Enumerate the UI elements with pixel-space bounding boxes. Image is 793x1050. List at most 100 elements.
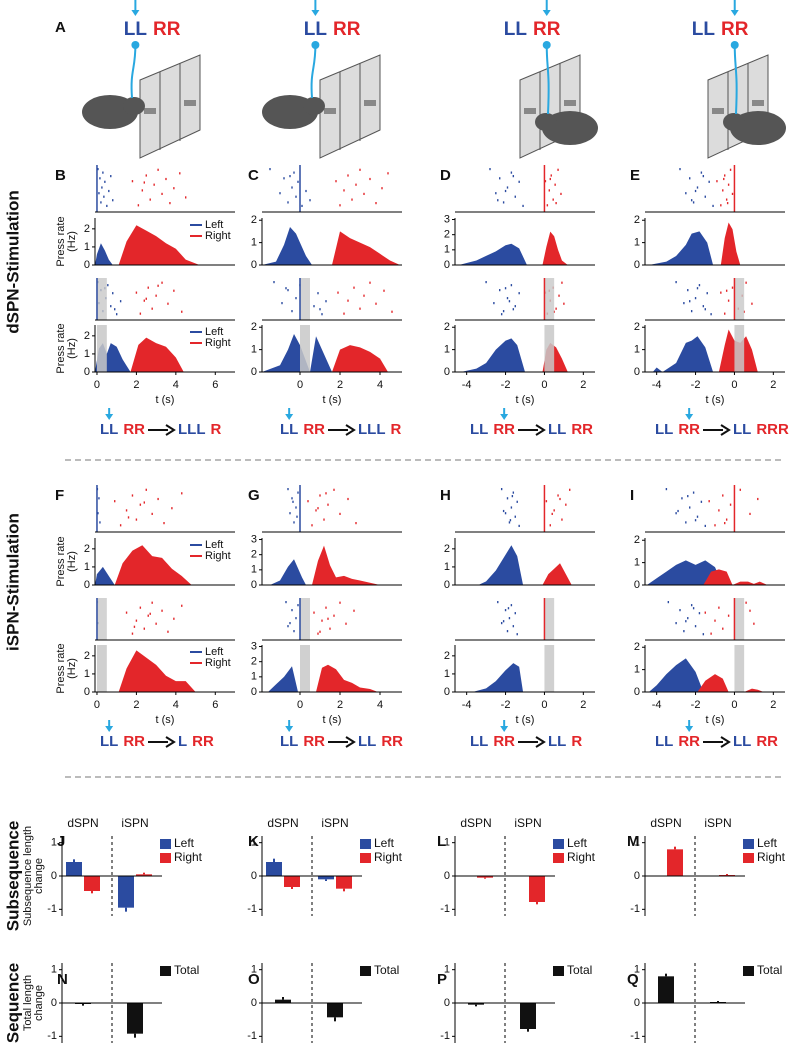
stim-window — [300, 598, 310, 640]
panel-letter: D — [440, 167, 451, 184]
stim-arrow-head — [500, 414, 509, 420]
raster-tick — [689, 300, 691, 303]
x-tick-label: 0 — [297, 699, 303, 711]
y-tick-label: 1 — [634, 237, 640, 249]
raster-tick — [495, 192, 497, 195]
raster-tick — [694, 519, 697, 522]
y-tick-label: 0 — [84, 259, 90, 271]
raster-tick — [375, 202, 377, 205]
raster-tick — [667, 601, 670, 604]
x-tick-label: -2 — [501, 379, 511, 391]
y-tick-label: 1 — [634, 557, 640, 569]
raster-tick — [287, 289, 289, 292]
rate-area — [270, 559, 306, 585]
raster-tick — [506, 297, 509, 300]
raster-tick — [489, 168, 491, 171]
raster-tick — [296, 515, 298, 518]
raster-tick — [557, 168, 559, 171]
raster-tick — [112, 199, 114, 202]
raster-tick — [694, 189, 697, 193]
rate-area — [703, 569, 768, 585]
y-tick-label: 0 — [251, 997, 257, 1009]
raster-tick — [343, 312, 345, 315]
raster-tick — [353, 609, 355, 612]
y-axis-label: (Hz) — [66, 551, 78, 572]
group-label: dSPN — [460, 816, 491, 830]
raster-tick — [292, 500, 294, 503]
y-tick-label: -1 — [247, 1030, 257, 1042]
y-tick-label: 1 — [634, 664, 640, 676]
y-tick-label: 1 — [251, 344, 257, 356]
x-tick-label: -2 — [691, 379, 701, 391]
x-tick-label: 2 — [770, 699, 776, 711]
stim-arrow-head — [285, 726, 294, 732]
raster-tick — [518, 524, 520, 528]
raster-tick — [375, 302, 377, 305]
raster-tick — [131, 180, 134, 183]
raster-tick — [319, 494, 321, 497]
y-tick-label: -1 — [630, 1030, 640, 1042]
raster-tick — [561, 281, 563, 284]
lever — [524, 108, 536, 114]
raster-tick — [339, 204, 341, 207]
group-label: iSPN — [121, 816, 148, 830]
raster-tick — [297, 180, 299, 183]
rate-area — [648, 231, 714, 265]
raster-tick — [729, 168, 732, 171]
raster-tick — [749, 512, 751, 516]
raster-tick — [548, 189, 551, 192]
raster-tick — [500, 313, 503, 316]
raster-tick — [687, 289, 689, 292]
raster-tick — [507, 607, 510, 610]
legend-label: Total — [567, 963, 592, 977]
raster-tick — [297, 491, 299, 494]
raster-tick — [98, 192, 100, 195]
stimulus-label: LL — [124, 19, 148, 40]
rate-area — [458, 243, 527, 265]
raster-tick — [151, 307, 153, 310]
y-tick-label: 1 — [444, 964, 450, 976]
raster-tick — [506, 497, 509, 500]
x-tick-label: -4 — [462, 699, 472, 711]
y-tick-label: 2 — [634, 641, 640, 653]
raster-tick — [307, 500, 309, 503]
legend-label: Left — [757, 836, 778, 850]
bar — [520, 1003, 536, 1029]
stimulus-label: RR — [153, 19, 181, 40]
raster-tick — [727, 299, 730, 302]
x-tick-label: 0 — [541, 379, 547, 391]
sequence-label: RR — [571, 421, 593, 438]
raster-tick — [514, 195, 516, 198]
raster-tick — [110, 175, 112, 178]
mouse-head — [535, 113, 557, 131]
rate-area — [95, 243, 113, 265]
x-tick-label: 2 — [580, 379, 586, 391]
fiber-connector — [311, 41, 320, 49]
y-tick-label: -1 — [247, 903, 257, 915]
raster-tick — [485, 281, 487, 284]
raster-tick — [369, 281, 371, 284]
raster-tick — [499, 177, 501, 180]
sequence-label: RRR — [756, 421, 789, 438]
legend-label: Right — [174, 850, 203, 864]
legend-swatch — [743, 839, 754, 849]
y-tick-label: 0 — [444, 366, 450, 378]
y-tick-label: 1 — [251, 564, 257, 576]
legend-label: Right — [374, 850, 403, 864]
y-tick-label: 0 — [84, 579, 90, 591]
raster-tick — [387, 172, 389, 175]
rate-area — [312, 545, 380, 585]
raster-tick — [317, 632, 319, 635]
stim-window — [734, 278, 745, 320]
raster-tick — [745, 601, 747, 604]
raster-tick — [127, 516, 130, 519]
raster-tick — [333, 488, 335, 491]
raster-tick — [359, 307, 361, 310]
stim-arrow-head — [542, 10, 551, 16]
stim-arrow-head — [105, 726, 114, 732]
y-tick-label: 1 — [444, 244, 450, 256]
raster-tick — [729, 503, 732, 506]
sequence-label: R — [391, 421, 402, 438]
x-tick-label: 0 — [94, 379, 100, 391]
y-tick-label: 0 — [84, 366, 90, 378]
